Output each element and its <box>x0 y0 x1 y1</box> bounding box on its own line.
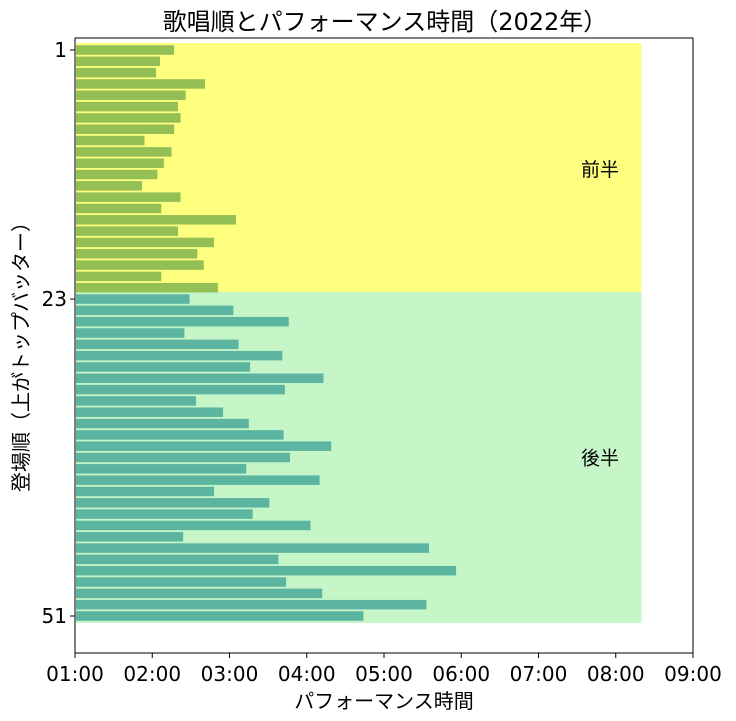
bar-9 <box>76 135 145 146</box>
bar-19 <box>76 249 198 259</box>
bar-10 <box>76 147 172 157</box>
y-axis-label: 登場順（上がトップバッター） <box>9 212 33 492</box>
bar-18 <box>76 237 215 248</box>
bar-30 <box>76 373 324 384</box>
bar-3 <box>76 67 157 78</box>
x-tick-label-3: 04:00 <box>278 662 336 686</box>
bar-43 <box>76 520 311 531</box>
x-tick-label-2: 03:00 <box>201 662 259 686</box>
bar-45 <box>76 543 430 553</box>
bar-6 <box>76 101 178 112</box>
bar-25 <box>76 316 289 327</box>
bar-16 <box>76 215 236 225</box>
bar-34 <box>76 418 249 429</box>
chart-title: 歌唱順とパフォーマンス時間（2022年） <box>163 8 608 36</box>
bar-22 <box>76 282 218 293</box>
bar-29 <box>76 362 251 372</box>
bar-50 <box>76 599 427 610</box>
bar-23 <box>76 294 190 304</box>
y-axis: 1 23 51 <box>42 38 75 628</box>
bar-15 <box>76 203 162 214</box>
bar-37 <box>76 452 291 463</box>
bar-20 <box>76 260 204 270</box>
bar-14 <box>76 192 181 202</box>
group-label-1: 前半 <box>581 159 619 181</box>
bar-41 <box>76 498 270 508</box>
bar-36 <box>76 441 332 451</box>
bar-38 <box>76 464 247 474</box>
bar-17 <box>76 226 178 236</box>
bar-48 <box>76 577 287 587</box>
bar-32 <box>76 396 197 406</box>
bar-40 <box>76 486 215 497</box>
bar-7 <box>76 113 181 123</box>
bar-5 <box>76 90 186 101</box>
x-axis: 01:00 02:00 03:00 04:00 05:00 06:00 07:00 08:00… <box>46 653 722 686</box>
x-tick-label-7: 08:00 <box>587 662 645 686</box>
x-tick-label-5: 06:00 <box>432 662 490 686</box>
bar-26 <box>76 328 185 338</box>
bar-44 <box>76 532 184 542</box>
group-label-2: 後半 <box>581 448 619 470</box>
bar-24 <box>76 305 234 316</box>
bar-31 <box>76 384 285 395</box>
bar-49 <box>76 588 323 599</box>
bar-46 <box>76 554 279 565</box>
bar-21 <box>76 271 162 282</box>
bar-47 <box>76 565 457 576</box>
bar-42 <box>76 509 253 519</box>
bar-8 <box>76 124 175 134</box>
x-tick-label-1: 02:00 <box>123 662 181 686</box>
bar-2 <box>76 56 160 67</box>
x-axis-label: パフォーマンス時間 <box>294 689 474 713</box>
bar-35 <box>76 430 284 440</box>
y-tick-label-2: 51 <box>42 604 67 628</box>
x-tick-label-4: 05:00 <box>355 662 413 686</box>
y-tick-label-1: 23 <box>42 287 67 311</box>
bar-1 <box>76 45 175 55</box>
y-tick-label-0: 1 <box>54 38 67 62</box>
x-tick-label-6: 07:00 <box>510 662 568 686</box>
x-tick-label-8: 09:00 <box>664 662 722 686</box>
bar-28 <box>76 350 283 361</box>
bar-4 <box>76 79 206 89</box>
bar-51 <box>76 611 364 621</box>
bar-12 <box>76 169 158 180</box>
bar-27 <box>76 339 239 350</box>
bar-13 <box>76 181 142 191</box>
bar-11 <box>76 158 164 168</box>
x-tick-label-0: 01:00 <box>46 662 104 686</box>
bar-33 <box>76 407 224 417</box>
bar-39 <box>76 475 320 485</box>
